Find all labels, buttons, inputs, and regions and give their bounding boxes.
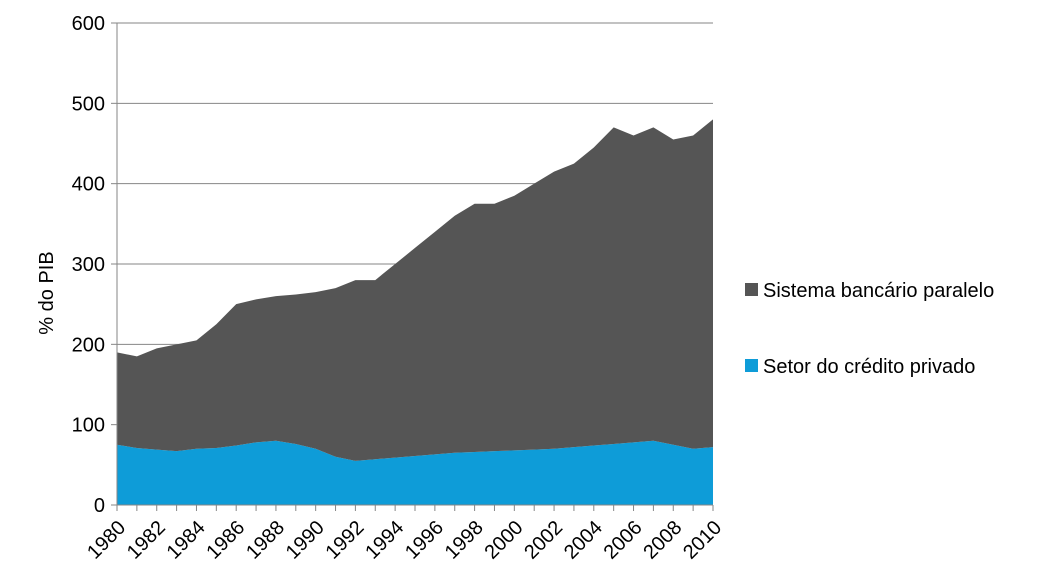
y-tick-label: 100: [72, 415, 105, 437]
axes: [111, 22, 714, 511]
y-tick-label: 0: [94, 495, 105, 517]
legend-label: Sistema bancário paralelo: [763, 280, 994, 302]
x-tick-labels: 1980198219841986198819901992199419961998…: [83, 517, 726, 564]
y-tick-labels: 0 100 200 300 400 500 600: [72, 13, 105, 517]
legend-label: Setor do crédito privado: [763, 356, 975, 378]
x-tick-label: 1992: [322, 517, 369, 564]
x-tick-label: 1986: [202, 517, 249, 564]
x-tick-label: 2000: [480, 517, 527, 564]
legend: Sistema bancário paralelo Setor do crédit…: [745, 280, 994, 378]
x-tick-label: 2006: [600, 517, 647, 564]
y-tick-label: 500: [72, 93, 105, 115]
y-tick-label: 200: [72, 334, 105, 356]
area-series: [117, 119, 713, 505]
y-tick-label: 400: [72, 174, 105, 196]
x-tick-label: 2002: [520, 517, 567, 564]
x-tick-label: 1994: [361, 517, 408, 564]
x-tick-label: 2008: [639, 517, 686, 564]
x-tick-label: 1998: [441, 517, 488, 564]
x-tick-label: 1982: [123, 517, 170, 564]
y-tick-label: 300: [72, 254, 105, 276]
area-series-1: [117, 440, 713, 505]
legend-swatch: [745, 283, 758, 296]
x-tick-label: 2010: [679, 517, 726, 564]
x-tick-label: 2004: [560, 517, 607, 564]
x-tick-label: 1988: [242, 517, 289, 564]
x-tick-label: 1984: [163, 517, 210, 564]
x-tick-label: 1980: [83, 517, 130, 564]
y-tick-label: 600: [72, 13, 105, 35]
area-series-2: [117, 119, 713, 461]
x-tick-label: 1990: [282, 517, 329, 564]
y-axis-title: % do PIB: [36, 251, 58, 334]
legend-swatch: [745, 359, 758, 372]
x-tick-label: 1996: [401, 517, 448, 564]
